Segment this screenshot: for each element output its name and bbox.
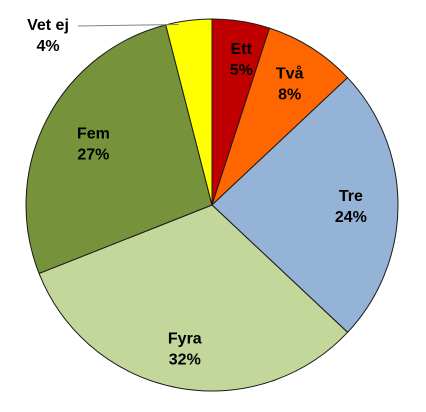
- data-label-tre: Tre 24%: [335, 188, 367, 226]
- data-label-category-tre: Tre: [339, 188, 363, 205]
- data-label-vet-ej: Vet ej 4%: [27, 17, 69, 55]
- data-label-percent-fyra: 32%: [169, 352, 201, 369]
- pie-slices: [25, 18, 399, 392]
- data-label-percent-fem: 27%: [77, 147, 109, 164]
- data-labels: Ett 5% Två 8% Tre 24% Fyra 32% Fem 27% Vet ej 4%: [27, 17, 367, 369]
- leader-lines: [77, 24, 179, 27]
- pie-slice-tva: [211, 27, 349, 206]
- data-label-percent-vet-ej: 4%: [36, 38, 59, 55]
- pie-slice-fyra: [38, 204, 349, 392]
- data-label-percent-tre: 24%: [335, 209, 367, 226]
- data-label-ett: Ett 5%: [230, 41, 253, 79]
- data-label-percent-ett: 5%: [230, 62, 253, 79]
- data-label-category-fem: Fem: [77, 126, 110, 143]
- data-label-category-vet-ej: Vet ej: [27, 17, 69, 34]
- leader-line-vet-ej: [77, 24, 179, 27]
- data-label-tva: Två 8%: [276, 65, 304, 104]
- pie-slice-fem: [25, 24, 213, 275]
- data-label-percent-tva: 8%: [278, 87, 301, 104]
- data-label-fem: Fem 27%: [77, 126, 110, 164]
- data-label-category-ett: Ett: [231, 41, 253, 58]
- data-label-fyra: Fyra 32%: [168, 331, 202, 369]
- pie-slice-tre: [211, 76, 399, 334]
- data-label-category-tva: Två: [276, 65, 304, 83]
- data-label-category-fyra: Fyra: [168, 331, 202, 348]
